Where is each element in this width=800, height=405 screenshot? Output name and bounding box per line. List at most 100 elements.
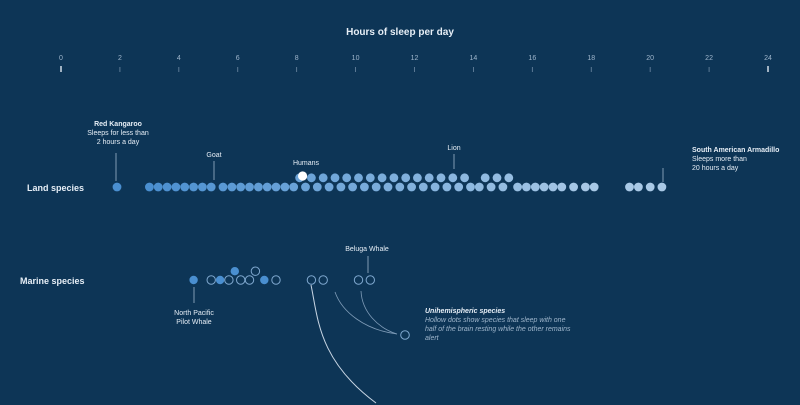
label-lion: Lion bbox=[447, 145, 460, 152]
land-species-dot bbox=[318, 173, 328, 183]
label-beluga: Beluga Whale bbox=[345, 246, 389, 253]
tick-label-12: 12 bbox=[411, 55, 419, 62]
land-species-dot bbox=[480, 173, 490, 183]
land-species-dot bbox=[625, 182, 634, 192]
land-species-dot bbox=[569, 182, 578, 192]
row-label-land: Land species bbox=[27, 183, 84, 193]
label-unihemispheric-line2: half of the brain resting while the othe… bbox=[425, 326, 571, 333]
marine-species-dot-hollow bbox=[353, 275, 364, 285]
land-species-dot bbox=[112, 182, 122, 192]
land-species-dot bbox=[162, 182, 172, 192]
land-species-dot bbox=[198, 182, 207, 192]
tick-label-0: 0 bbox=[59, 55, 63, 62]
marine-species-dot-hollow bbox=[271, 275, 281, 285]
marine-species-dot bbox=[230, 267, 239, 276]
marine-species-dot-hollow bbox=[306, 275, 317, 285]
land-species-dot bbox=[645, 182, 655, 192]
land-species-dot bbox=[424, 173, 434, 183]
marine-species-dot-hollow bbox=[318, 275, 328, 285]
land-species-dot bbox=[206, 182, 216, 192]
label-goat: Goat bbox=[206, 152, 221, 159]
legend-hollow-dot bbox=[400, 330, 410, 340]
land-species-dot bbox=[589, 182, 599, 192]
land-species-dot bbox=[171, 182, 181, 192]
tick-label-22: 22 bbox=[705, 55, 713, 62]
land-species-dot bbox=[418, 182, 428, 192]
land-species-dot bbox=[324, 182, 334, 192]
land-species-dot bbox=[365, 173, 375, 183]
land-species-dot bbox=[436, 173, 446, 183]
land-species-dot bbox=[460, 173, 469, 183]
label-unihemispheric-title: Unihemispheric species bbox=[425, 308, 505, 315]
land-species-dot bbox=[301, 182, 310, 192]
land-species-dot bbox=[548, 182, 558, 192]
land-species-dot bbox=[371, 182, 381, 192]
land-species-dot bbox=[180, 182, 190, 192]
x-axis: 0 2 4 6 8 10 12 14 16 18 20 22 24 bbox=[59, 55, 772, 72]
tick-label-18: 18 bbox=[587, 55, 595, 62]
land-species-dot bbox=[407, 182, 416, 192]
land-species-dot bbox=[498, 182, 508, 192]
land-species-dot bbox=[492, 173, 502, 183]
tick-label-24: 24 bbox=[764, 55, 772, 62]
label-red-kangaroo: Red Kangaroo bbox=[94, 121, 142, 128]
land-species-dot bbox=[522, 182, 531, 192]
land-species-dot bbox=[504, 173, 514, 183]
land-species-dot bbox=[486, 182, 496, 192]
marine-species-dots bbox=[189, 266, 375, 285]
land-species-dot bbox=[307, 173, 316, 183]
label-armadillo-line1: Sleeps more than bbox=[692, 156, 747, 163]
label-unihemispheric-line3: alert bbox=[425, 335, 440, 342]
land-species-dot bbox=[657, 182, 667, 192]
land-species-dots bbox=[112, 171, 667, 192]
label-pilot-whale-line1: North Pacific bbox=[174, 310, 214, 317]
land-species-dot bbox=[430, 182, 440, 192]
land-species-dot bbox=[348, 182, 357, 192]
annotation-connectors bbox=[115, 153, 664, 404]
tick-label-16: 16 bbox=[528, 55, 536, 62]
land-species-dot bbox=[530, 182, 540, 192]
tick-label-10: 10 bbox=[352, 55, 360, 62]
label-pilot-whale-line2: Pilot Whale bbox=[176, 319, 212, 326]
label-red-kangaroo-line2: 2 hours a day bbox=[97, 139, 140, 146]
marine-species-dot-hollow bbox=[244, 275, 255, 285]
land-species-dot bbox=[513, 182, 522, 192]
marine-species-dot bbox=[260, 275, 269, 285]
land-species-dot bbox=[145, 182, 154, 192]
label-humans: Humans bbox=[293, 160, 320, 167]
land-species-dot bbox=[218, 182, 228, 192]
land-species-dot bbox=[413, 173, 422, 183]
label-unihemispheric-line1: Hollow dots show species that sleep with… bbox=[425, 317, 566, 324]
land-species-dot bbox=[354, 173, 363, 183]
marine-species-dot-hollow bbox=[236, 275, 246, 285]
tick-label-8: 8 bbox=[295, 55, 299, 62]
tick-label-2: 2 bbox=[118, 55, 122, 62]
long-curve-connector bbox=[310, 284, 377, 404]
label-red-kangaroo-line1: Sleeps for less than bbox=[87, 130, 149, 137]
land-species-dot bbox=[454, 182, 464, 192]
tick-label-4: 4 bbox=[177, 55, 181, 62]
marine-species-dot-hollow bbox=[250, 266, 261, 276]
tick-label-14: 14 bbox=[470, 55, 478, 62]
marine-species-dot-hollow bbox=[206, 275, 216, 285]
label-armadillo: South American Armadillo bbox=[692, 147, 779, 154]
land-species-dot bbox=[377, 173, 387, 183]
land-species-dot bbox=[634, 182, 643, 192]
land-species-dot bbox=[442, 182, 452, 192]
humans-dot bbox=[298, 171, 308, 181]
land-species-dot bbox=[280, 182, 290, 192]
uni-curve-a bbox=[334, 291, 398, 335]
land-species-dot bbox=[395, 182, 405, 192]
marine-species-dot-hollow bbox=[224, 275, 234, 285]
tick-label-6: 6 bbox=[236, 55, 240, 62]
marine-species-dot bbox=[215, 275, 225, 285]
land-species-dot bbox=[336, 182, 346, 192]
land-species-dot bbox=[262, 182, 272, 192]
land-species-dot bbox=[153, 182, 163, 192]
land-species-dot bbox=[360, 182, 369, 192]
chart-title: Hours of sleep per day bbox=[346, 27, 454, 38]
land-species-dot bbox=[254, 182, 263, 192]
land-species-dot bbox=[539, 182, 549, 192]
land-species-dot bbox=[236, 182, 246, 192]
